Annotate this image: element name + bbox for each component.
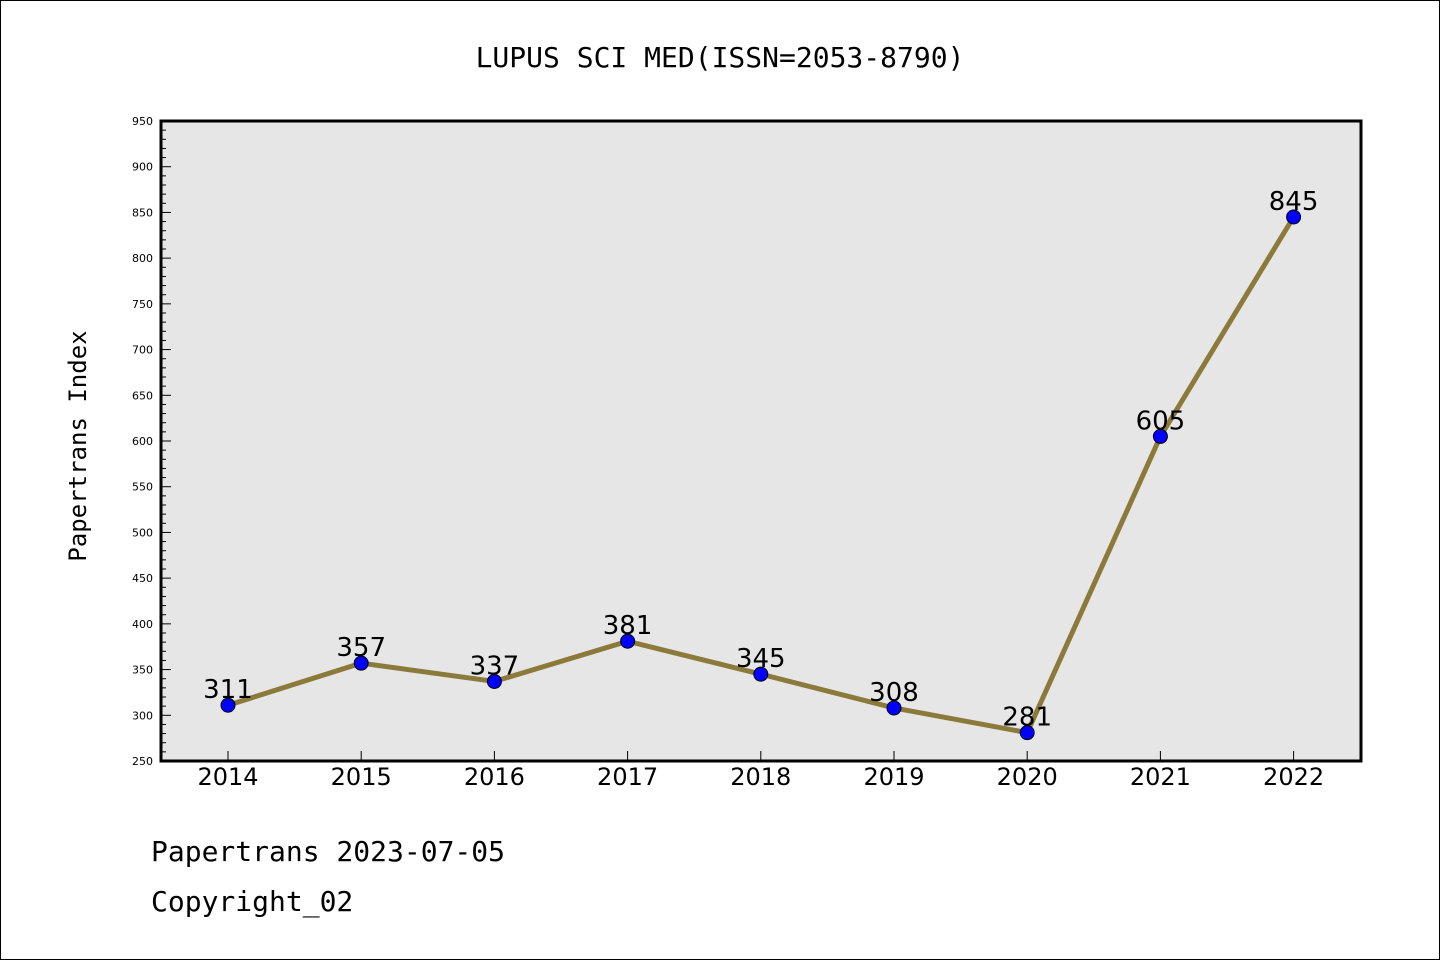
y-axis-label: Papertrans Index	[64, 330, 92, 561]
y-tick-label: 850	[132, 206, 153, 219]
y-tick-label: 900	[132, 161, 153, 174]
y-tick-label: 450	[132, 572, 153, 585]
data-label: 345	[736, 644, 786, 674]
data-point	[1019, 725, 1035, 741]
x-tick-label: 2015	[331, 763, 392, 791]
y-tick-label: 800	[132, 252, 153, 265]
x-tick-label: 2019	[863, 763, 924, 791]
x-tick-label: 2016	[464, 763, 525, 791]
chart-title: LUPUS SCI MED(ISSN=2053-8790)	[476, 41, 965, 74]
data-point	[353, 655, 369, 671]
data-point	[220, 697, 236, 713]
data-label: 311	[203, 675, 253, 705]
data-label: 845	[1269, 187, 1319, 217]
y-tick-label: 300	[132, 709, 153, 722]
x-tick-label: 2021	[1130, 763, 1191, 791]
y-tick-label: 350	[132, 664, 153, 677]
x-tick-label: 2018	[730, 763, 791, 791]
x-tick-label: 2014	[197, 763, 258, 791]
footer-date: Papertrans 2023-07-05	[151, 835, 506, 868]
data-point	[1152, 428, 1168, 444]
x-tick-label: 2020	[997, 763, 1058, 791]
data-label: 337	[470, 651, 520, 681]
data-label: 605	[1136, 406, 1186, 436]
y-tick-label: 500	[132, 526, 153, 539]
data-label: 357	[336, 633, 386, 663]
y-tick-label: 400	[132, 618, 153, 631]
y-tick-label: 950	[132, 115, 153, 128]
y-tick-label: 750	[132, 298, 153, 311]
data-label: 281	[1002, 703, 1052, 733]
y-tick-label: 550	[132, 481, 153, 494]
data-point	[486, 673, 502, 689]
data-label: 381	[603, 611, 653, 641]
y-tick-label: 600	[132, 435, 153, 448]
footer-copyright: Copyright_02	[151, 885, 354, 918]
x-tick-label: 2022	[1263, 763, 1324, 791]
data-point	[620, 633, 636, 649]
y-tick-label: 250	[132, 755, 153, 768]
y-tick-label: 650	[132, 389, 153, 402]
data-label: 308	[869, 678, 919, 708]
y-tick-label: 700	[132, 344, 153, 357]
data-point	[1286, 209, 1302, 225]
data-point	[886, 700, 902, 716]
data-point	[753, 666, 769, 682]
x-tick-label: 2017	[597, 763, 658, 791]
